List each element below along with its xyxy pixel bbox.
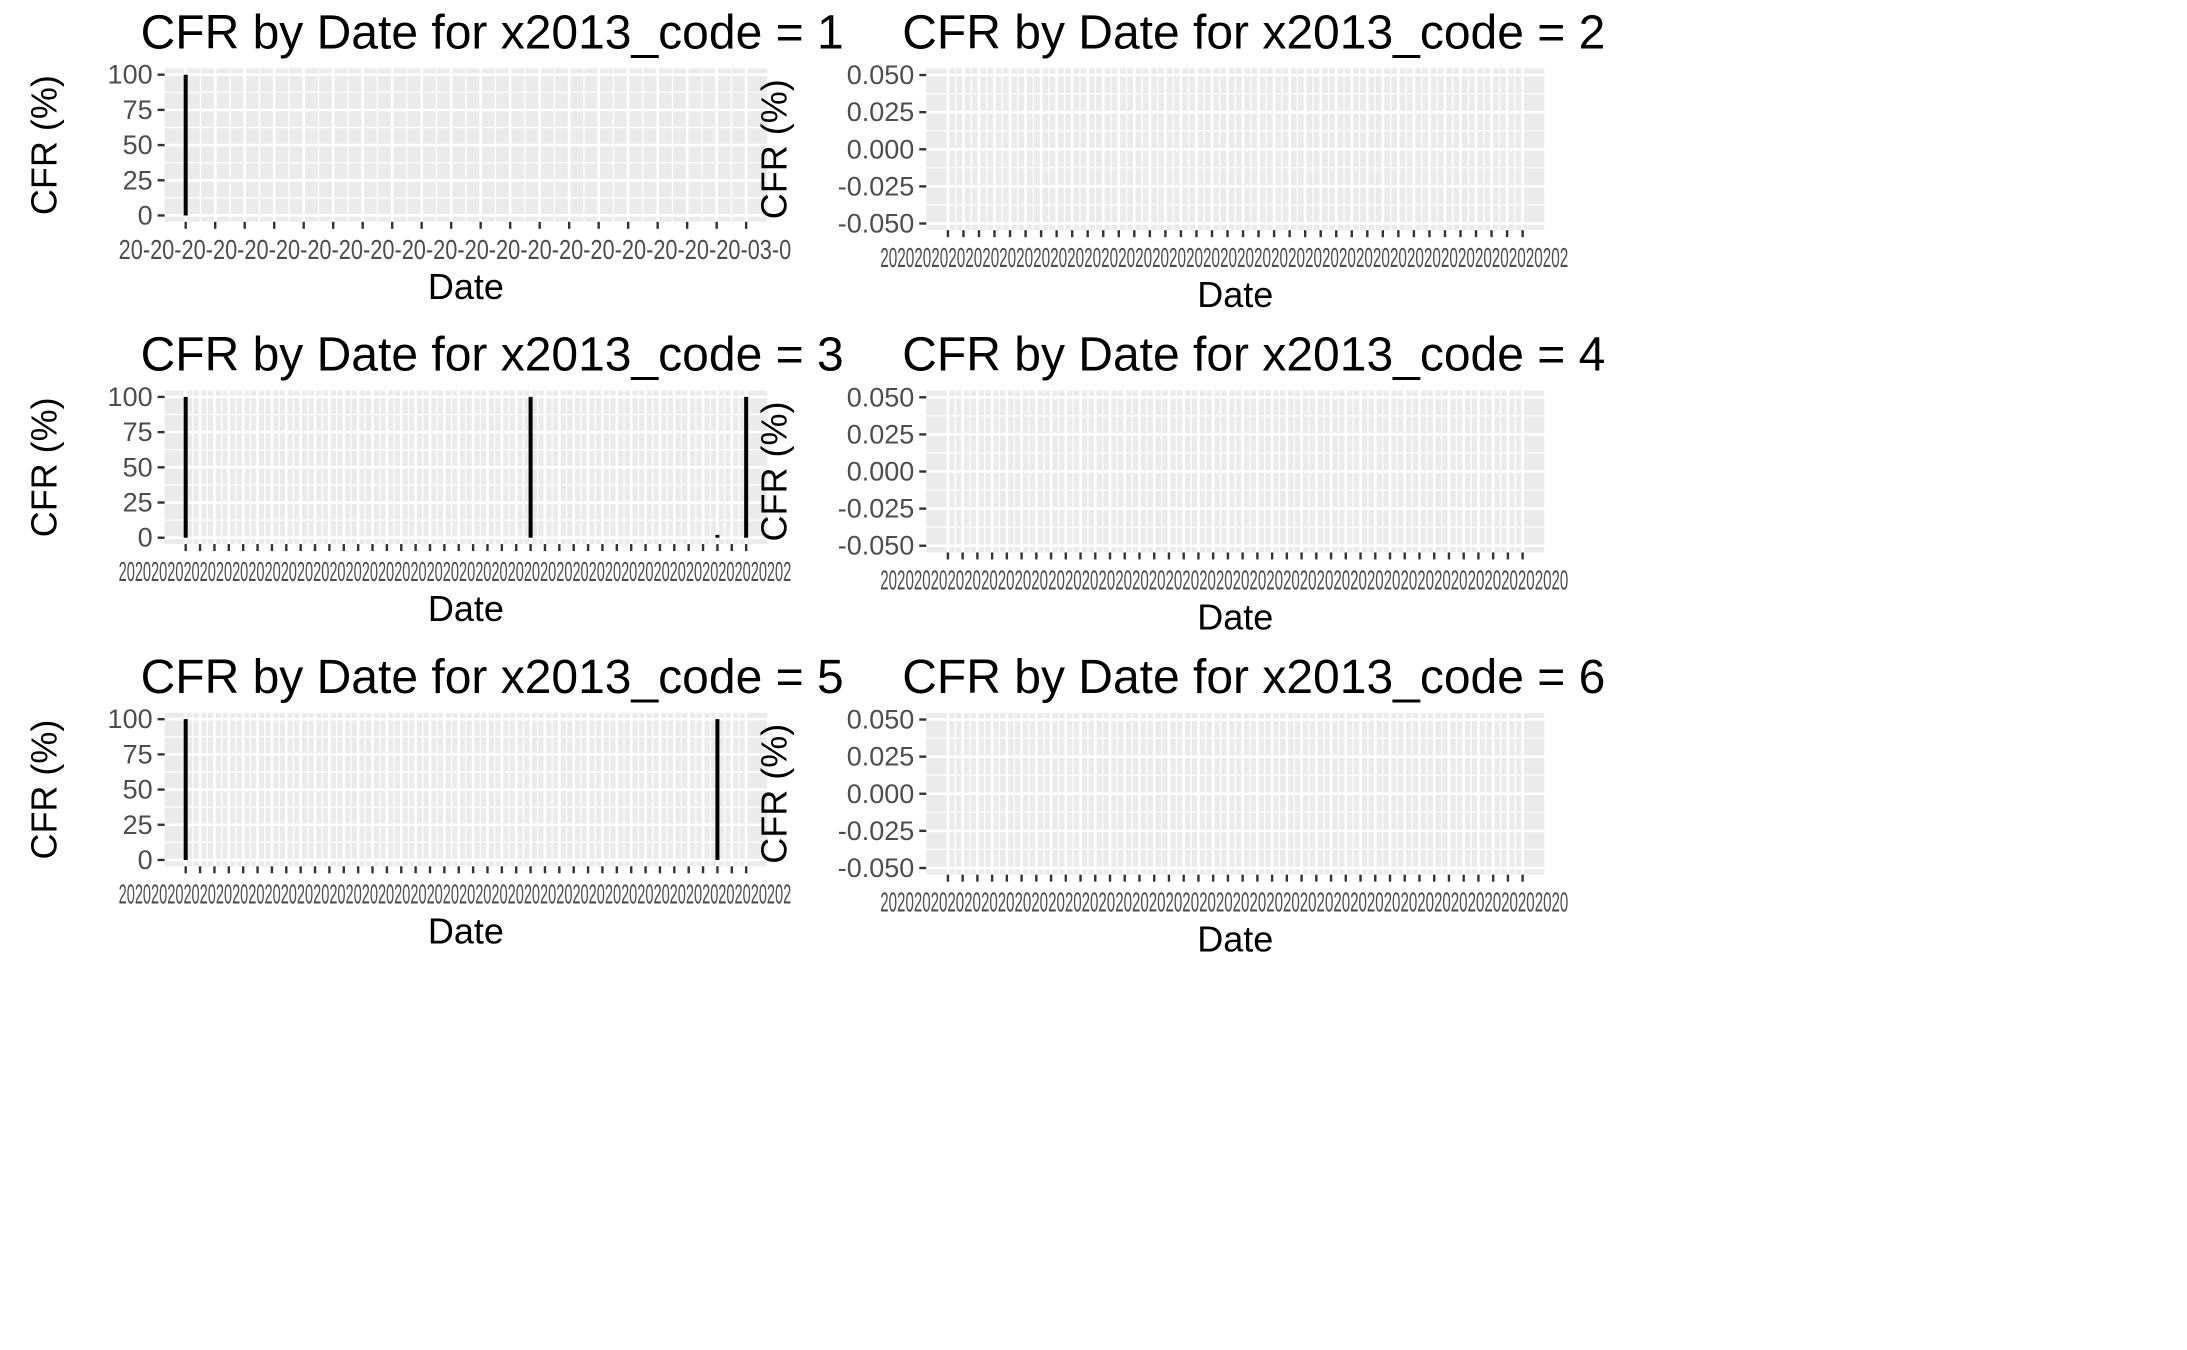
panel-title: CFR by Date for x2013_code = 2 [902,6,1605,59]
y-tick-label: 75 [123,95,153,125]
y-tick-label: 100 [108,382,153,412]
panel-title: CFR by Date for x2013_code = 3 [141,329,844,382]
y-tick-label: -0.025 [838,494,915,524]
y-tick-label: 25 [123,165,153,195]
x-tick-labels: 2020202020202020202020202020202020202020… [880,887,1568,918]
y-tick-label: 100 [108,704,153,734]
y-tick-label: 0.050 [847,382,915,412]
panel-title: CFR by Date for x2013_code = 1 [141,6,844,59]
y-tick-label: 50 [123,452,153,482]
y-tick-label: 100 [108,60,153,90]
x-tick-labels: 2020202020202020202020202020202020202020… [119,556,792,587]
chart-panel-2: -0.050 -0.025 0.000 0.025 0.050 2020202020202… [753,6,1605,315]
y-tick-label: 50 [123,130,153,160]
y-tick-label: -0.025 [838,816,915,846]
y-tick-label: -0.025 [838,171,915,201]
y-tick-label: -0.050 [838,208,915,238]
y-axis-title: CFR (%) [753,79,794,219]
panel-title: CFR by Date for x2013_code = 6 [902,651,1605,704]
y-tick-label: 0.000 [847,457,915,487]
y-tick-label: -0.050 [838,853,915,883]
x-axis-title: Date [428,588,504,629]
chart-panel-6: -0.050 -0.025 0.000 0.025 0.050 2020202020202… [753,651,1605,960]
x-axis-title: Date [1197,596,1273,637]
chart-panel-4: -0.050 -0.025 0.000 0.025 0.050 2020202020202… [753,329,1605,638]
y-tick-label: 25 [123,810,153,840]
y-tick-label: 75 [123,739,153,769]
y-tick-label: -0.050 [838,531,915,561]
chart-panel-3: 0 25 50 75 100 202020202020202020202020202020… [24,329,844,629]
y-tick-label: 0.000 [847,779,915,809]
x-tick-labels: 20-20-20-20-20-20-20-20-20-20-20-20-20-2… [119,234,792,265]
y-tick-label: 0.025 [847,419,915,449]
y-tick-label: 0.050 [847,60,915,90]
x-axis-title: Date [1197,919,1273,960]
y-tick-label: 25 [123,488,153,518]
chart-panel-1: 0 25 50 75 100 20-20-20-20-20-20-20-20-20-20-… [24,6,844,306]
chart-panel-5: 0 25 50 75 100 202020202020202020202020202020… [24,651,844,951]
x-tick-labels: 2020202020202020202020202020202020202020… [880,242,1568,273]
y-axis-title: CFR (%) [24,720,65,860]
y-tick-label: 0 [138,845,153,875]
x-axis-title: Date [428,910,504,951]
x-axis-title: Date [1197,274,1273,315]
y-tick-label: 0 [138,200,153,230]
y-tick-label: 0.025 [847,742,915,772]
y-tick-label: 0 [138,523,153,553]
y-axis-title: CFR (%) [753,724,794,864]
y-axis-title: CFR (%) [24,397,65,537]
y-axis-title: CFR (%) [753,402,794,542]
chart-panels: 0 25 50 75 100 20-20-20-20-20-20-20-20-20-20-… [24,6,1606,959]
panel-title: CFR by Date for x2013_code = 4 [902,329,1605,382]
y-tick-label: 0.025 [847,97,915,127]
y-tick-label: 0.000 [847,134,915,164]
x-tick-labels: 2020202020202020202020202020202020202020… [880,564,1568,595]
y-axis-title: CFR (%) [24,75,65,215]
y-tick-label: 0.050 [847,705,915,735]
panel-title: CFR by Date for x2013_code = 5 [141,651,844,704]
x-axis-title: Date [428,266,504,307]
y-tick-label: 50 [123,775,153,805]
y-tick-label: 75 [123,417,153,447]
x-tick-labels: 2020202020202020202020202020202020202020… [119,878,792,909]
